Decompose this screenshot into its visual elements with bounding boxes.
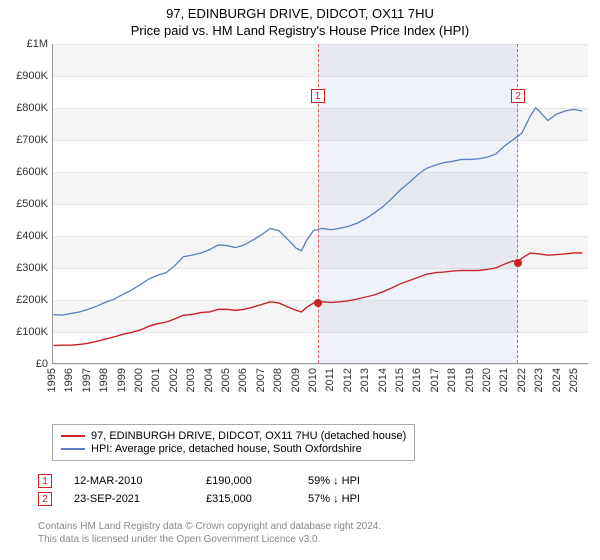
x-tick-label: 1997 [81, 368, 93, 392]
x-tick-label: 2001 [150, 368, 162, 392]
x-tick-label: 2022 [516, 368, 528, 392]
legend-row-hpi: HPI: Average price, detached house, Sout… [61, 443, 406, 455]
x-tick-label: 2006 [237, 368, 249, 392]
x-tick-label: 2002 [168, 368, 180, 392]
x-tick-label: 2012 [342, 368, 354, 392]
page-subtitle: Price paid vs. HM Land Registry's House … [0, 21, 600, 38]
legend-label-hpi: HPI: Average price, detached house, Sout… [91, 443, 362, 455]
y-tick-label: £600K [0, 166, 48, 178]
x-tick-label: 2005 [220, 368, 232, 392]
x-tick-label: 2013 [359, 368, 371, 392]
y-tick-label: £1M [0, 38, 48, 50]
x-tick-label: 2019 [464, 368, 476, 392]
event-dot [314, 299, 322, 307]
event-row: 1 12-MAR-2010 £190,000 59% ↓ HPI [38, 474, 578, 488]
event-price: £315,000 [206, 493, 286, 505]
x-tick-label: 2010 [307, 368, 319, 392]
x-tick-label: 2015 [394, 368, 406, 392]
x-tick-label: 2018 [446, 368, 458, 392]
footer-line: Contains HM Land Registry data © Crown c… [38, 520, 578, 533]
event-idx-box: 1 [38, 474, 52, 488]
x-tick-label: 2017 [429, 368, 441, 392]
x-tick-label: 2021 [498, 368, 510, 392]
event-hpi: 57% ↓ HPI [308, 493, 360, 505]
ownership-shade [318, 44, 519, 363]
x-tick-label: 2011 [324, 368, 336, 392]
y-tick-label: £0 [0, 358, 48, 370]
y-tick-label: £100K [0, 326, 48, 338]
x-tick-label: 2020 [481, 368, 493, 392]
x-tick-label: 1998 [98, 368, 110, 392]
plot-area: 12 [52, 44, 588, 364]
gridline-h [53, 364, 588, 365]
page-title: 97, EDINBURGH DRIVE, DIDCOT, OX11 7HU [0, 0, 600, 21]
event-dot [514, 259, 522, 267]
event-price: £190,000 [206, 475, 286, 487]
event-marker-box: 2 [511, 89, 525, 103]
legend-swatch-property [61, 435, 85, 437]
event-idx-box: 2 [38, 492, 52, 506]
x-tick-label: 2004 [203, 368, 215, 392]
x-tick-label: 1999 [116, 368, 128, 392]
x-tick-label: 2009 [290, 368, 302, 392]
event-date: 12-MAR-2010 [74, 475, 184, 487]
events-table: 1 12-MAR-2010 £190,000 59% ↓ HPI 2 23-SE… [38, 470, 578, 510]
x-tick-label: 2008 [272, 368, 284, 392]
x-tick-label: 2016 [411, 368, 423, 392]
x-tick-label: 1995 [46, 368, 58, 392]
y-tick-label: £700K [0, 134, 48, 146]
y-tick-label: £900K [0, 70, 48, 82]
event-row: 2 23-SEP-2021 £315,000 57% ↓ HPI [38, 492, 578, 506]
event-hpi: 59% ↓ HPI [308, 475, 360, 487]
license-footer: Contains HM Land Registry data © Crown c… [38, 520, 578, 546]
x-tick-label: 2025 [568, 368, 580, 392]
legend-row-property: 97, EDINBURGH DRIVE, DIDCOT, OX11 7HU (d… [61, 430, 406, 442]
footer-line: This data is licensed under the Open Gov… [38, 533, 578, 546]
y-tick-label: £500K [0, 198, 48, 210]
y-tick-label: £400K [0, 230, 48, 242]
x-tick-label: 2007 [255, 368, 267, 392]
y-tick-label: £800K [0, 102, 48, 114]
x-tick-label: 2000 [133, 368, 145, 392]
x-tick-label: 2024 [551, 368, 563, 392]
x-tick-label: 2023 [533, 368, 545, 392]
event-date: 23-SEP-2021 [74, 493, 184, 505]
x-tick-label: 1996 [63, 368, 75, 392]
x-tick-label: 2003 [185, 368, 197, 392]
legend-label-property: 97, EDINBURGH DRIVE, DIDCOT, OX11 7HU (d… [91, 430, 406, 442]
legend-swatch-hpi [61, 448, 85, 450]
event-marker-box: 1 [311, 89, 325, 103]
y-tick-label: £300K [0, 262, 48, 274]
price-chart: 12 £0£100K£200K£300K£400K£500K£600K£700K… [0, 38, 600, 418]
x-tick-label: 2014 [377, 368, 389, 392]
chart-legend: 97, EDINBURGH DRIVE, DIDCOT, OX11 7HU (d… [52, 424, 415, 461]
y-tick-label: £200K [0, 294, 48, 306]
